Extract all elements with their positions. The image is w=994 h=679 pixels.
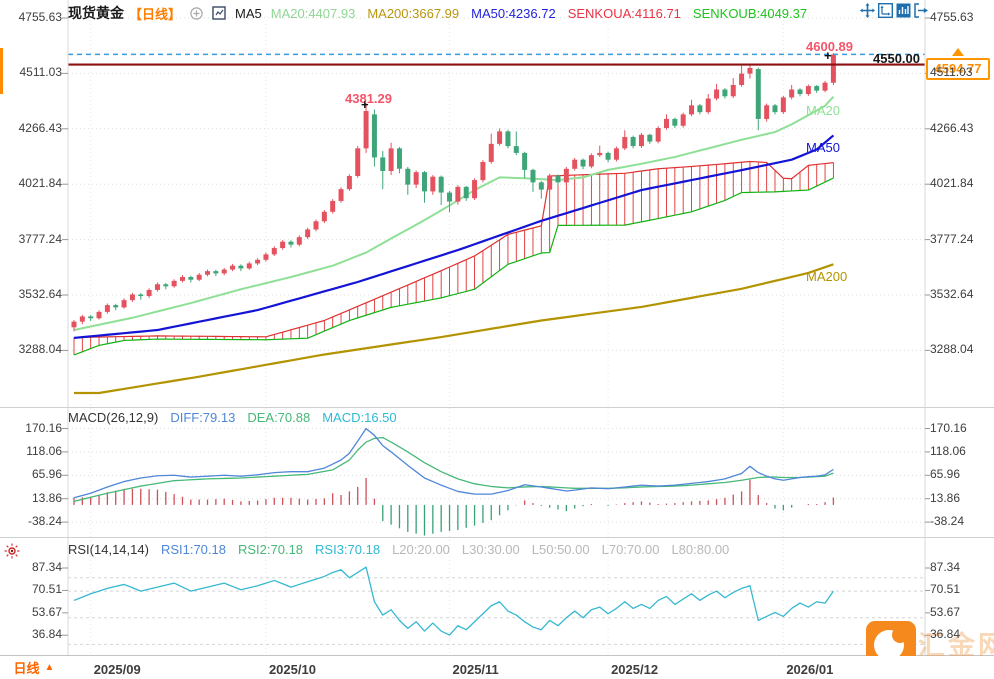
rsi-header: RSI(14,14,14) RSI1:70.18 RSI2:70.18 RSI3:7… <box>68 542 729 557</box>
anchor-cross-peak[interactable]: + <box>361 97 369 112</box>
date-label: 2025/11 <box>452 662 499 677</box>
anchor-cross-line[interactable]: + <box>824 48 832 63</box>
price-axis-label-right: 3532.64 <box>930 286 974 301</box>
rsi-axis-label-right: 53.67 <box>930 604 961 619</box>
sun-indicator-icon[interactable] <box>4 543 20 559</box>
rsi-axis-label-right: 36.84 <box>930 627 961 642</box>
rsi-axis-label-left: 70.51 <box>31 582 62 597</box>
macd-title: MACD(26,12,9) <box>68 410 159 425</box>
indicator-value: DIFF:79.13 <box>170 410 236 425</box>
indicator-value: RSI1:70.18 <box>160 542 226 557</box>
period-tag: 【日线】 <box>129 6 182 22</box>
chart-header: 现货黄金 【日线】 MA5 MA20:4407.93 MA200:3667.99 M… <box>68 3 807 23</box>
indicator-value: MACD:16.50 <box>322 410 397 425</box>
indicator-values: MA20:4407.93 MA200:3667.99 MA50:4236.72 SEN… <box>271 6 807 21</box>
date-label: 2025/09 <box>93 662 141 677</box>
indicator-value: SENKOUA:4116.71 <box>567 5 681 21</box>
indicator-value: L80:80.00 <box>671 542 730 557</box>
indicator-value: MA50:4236.72 <box>471 5 556 21</box>
price-up-arrow-icon <box>952 48 964 56</box>
price-axis-label-left: 3532.64 <box>18 286 62 301</box>
ma20-line-label: MA20 <box>806 102 840 118</box>
indicator-value: L20:20.00 <box>392 542 450 557</box>
ma50-line-label: MA50 <box>806 140 840 156</box>
rsi-axis-label-right: 87.34 <box>930 560 961 574</box>
bar-scale-icon[interactable] <box>896 3 911 18</box>
macd-axis-label-left: 13.86 <box>31 490 62 505</box>
indicator-value: L70:70.00 <box>601 542 660 557</box>
circle-plus-icon[interactable] <box>190 6 203 20</box>
period-selector[interactable]: 日线 ▲ <box>0 656 68 679</box>
price-axis-label-left: 4266.43 <box>18 120 62 135</box>
peak-price-label: 4381.29 <box>345 91 392 106</box>
indicator-value: L30:30.00 <box>461 542 520 557</box>
period-selector-label: 日线 <box>13 661 40 676</box>
price-axis-label-left: 4511.03 <box>19 65 63 80</box>
pane-exit-icon[interactable] <box>914 3 929 18</box>
indicator-value: RSI2:70.18 <box>237 542 304 557</box>
indicator-value: L50:50.00 <box>531 542 590 557</box>
price-axis-label-right: 3777.24 <box>930 231 974 246</box>
macd-axis-label-left: -38.24 <box>27 514 62 529</box>
rsi-axis-label-left: 36.84 <box>31 627 62 642</box>
time-axis-bar <box>0 656 994 679</box>
indicator-value: SENKOUB:4049.37 <box>692 5 808 21</box>
chart-toolbar <box>860 3 929 18</box>
macd-axis-label-left: 170.16 <box>25 420 62 435</box>
rsi-axis-label-left: 53.67 <box>31 604 62 619</box>
price-axis-label-right: 4755.63 <box>930 10 974 24</box>
price-axis-label-left: 4021.84 <box>18 176 62 191</box>
macd-axis-label-left: 65.96 <box>31 467 62 482</box>
macd-axis-label-right: 13.86 <box>930 490 961 505</box>
period-up-arrow-icon: ▲ <box>44 662 55 673</box>
kline-chart-icon[interactable] <box>212 6 226 20</box>
date-label: 2025/12 <box>611 662 659 677</box>
ma200-line-label: MA200 <box>806 269 848 285</box>
price-axis-label-left: 4755.63 <box>18 10 62 24</box>
date-label: 2026/01 <box>786 662 834 677</box>
indicator-value: RSI3:70.18 <box>315 542 381 557</box>
left-price-marker <box>0 48 3 94</box>
move-crosshair-icon[interactable] <box>860 3 875 18</box>
high-price-label: 4600.89 <box>806 39 853 54</box>
hline-price-label[interactable]: 4550.00 <box>873 51 920 66</box>
rsi-title: RSI(14,14,14) <box>68 542 149 557</box>
symbol-name: 现货黄金 <box>68 5 124 21</box>
current-price-box: 4594.77 <box>926 58 990 80</box>
price-axis-label-left: 3288.04 <box>18 342 62 357</box>
rsi-axis-label-left: 87.34 <box>31 560 62 574</box>
date-label: 2025/10 <box>268 662 316 677</box>
price-axis-label-right: 4511.03 <box>930 65 973 80</box>
indicator-value: MA200:3667.99 <box>367 5 460 21</box>
price-axis-label-right: 4266.43 <box>930 120 974 135</box>
price-axis-label-right: 4021.84 <box>930 176 974 191</box>
macd-header: MACD(26,12,9) DIFF:79.13 DEA:70.88 MACD:16… <box>68 410 397 425</box>
indicator-value: MA20:4407.93 <box>270 5 356 21</box>
rsi-axis-label-right: 70.51 <box>930 582 961 597</box>
macd-axis-label-left: 118.06 <box>26 443 62 458</box>
price-axis-label-left: 3777.24 <box>18 231 62 246</box>
macd-axis-label-right: 118.06 <box>930 443 966 458</box>
price-axis-label-right: 3288.04 <box>930 342 974 357</box>
macd-axis-label-right: -38.24 <box>930 514 965 529</box>
indicator-value: DEA:70.88 <box>247 410 311 425</box>
ma5-label: MA5 <box>235 5 262 21</box>
macd-axis-label-right: 170.16 <box>930 420 967 435</box>
macd-axis-label-right: 65.96 <box>930 467 961 482</box>
axis-zoom-icon[interactable] <box>878 3 893 18</box>
